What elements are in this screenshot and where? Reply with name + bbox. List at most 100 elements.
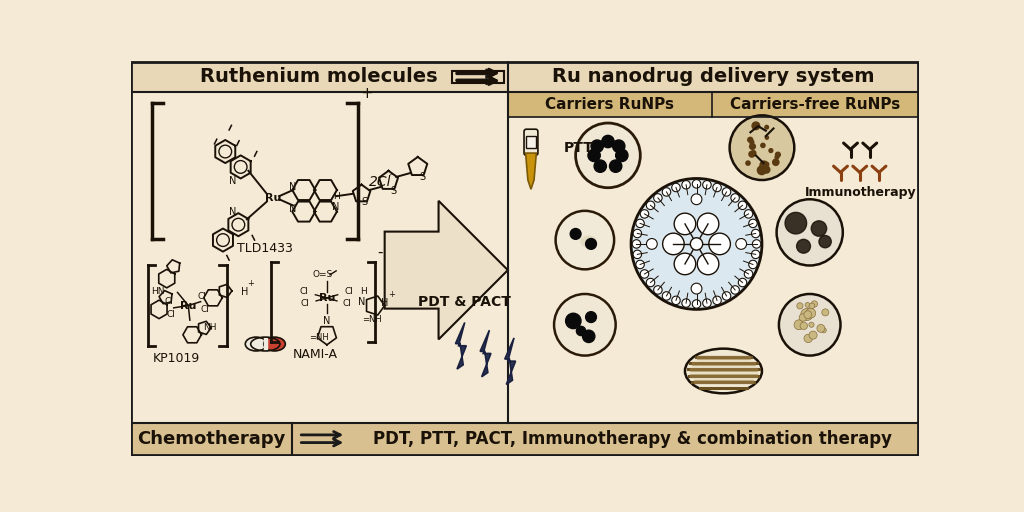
- Circle shape: [821, 328, 826, 333]
- Circle shape: [615, 149, 628, 162]
- Text: N: N: [324, 316, 331, 326]
- Circle shape: [636, 219, 644, 228]
- Text: N: N: [229, 206, 237, 217]
- Text: NH: NH: [203, 323, 217, 332]
- Text: NAMI-A: NAMI-A: [293, 348, 338, 361]
- Circle shape: [692, 180, 700, 188]
- Circle shape: [570, 228, 581, 239]
- Circle shape: [752, 229, 760, 238]
- Circle shape: [744, 270, 753, 278]
- Circle shape: [691, 194, 701, 205]
- Circle shape: [691, 283, 701, 294]
- Circle shape: [640, 210, 649, 218]
- Circle shape: [646, 279, 654, 287]
- Circle shape: [713, 183, 721, 191]
- Text: Cl: Cl: [301, 300, 310, 309]
- Text: H: H: [241, 287, 248, 296]
- Circle shape: [800, 322, 808, 330]
- Circle shape: [805, 303, 810, 307]
- Circle shape: [697, 213, 719, 234]
- Circle shape: [738, 279, 746, 287]
- Circle shape: [773, 159, 779, 165]
- Circle shape: [761, 143, 765, 147]
- Circle shape: [722, 188, 731, 196]
- Circle shape: [749, 151, 755, 157]
- Text: Ru: Ru: [318, 293, 335, 303]
- Bar: [264, 337, 267, 351]
- Text: HN: HN: [151, 287, 164, 296]
- Text: Cl: Cl: [201, 305, 210, 314]
- Circle shape: [702, 181, 712, 189]
- Circle shape: [609, 160, 622, 173]
- Circle shape: [713, 296, 721, 305]
- Circle shape: [575, 123, 640, 188]
- Circle shape: [586, 312, 596, 323]
- Circle shape: [653, 194, 663, 202]
- Circle shape: [631, 179, 762, 309]
- Circle shape: [763, 166, 770, 173]
- Polygon shape: [385, 201, 508, 339]
- Circle shape: [775, 155, 779, 159]
- Bar: [131, 62, 919, 92]
- Circle shape: [586, 239, 596, 249]
- Circle shape: [636, 260, 644, 269]
- Text: Carriers RuNPs: Carriers RuNPs: [546, 97, 675, 112]
- Circle shape: [750, 143, 756, 150]
- Text: H: H: [360, 287, 368, 296]
- Circle shape: [775, 152, 780, 157]
- Text: S: S: [419, 172, 425, 182]
- Bar: [509, 92, 919, 117]
- Text: Cl: Cl: [198, 292, 207, 301]
- Circle shape: [674, 213, 695, 234]
- Text: TLD1433: TLD1433: [238, 242, 293, 254]
- Polygon shape: [525, 153, 537, 189]
- Circle shape: [758, 166, 766, 175]
- Circle shape: [653, 286, 663, 294]
- Text: O=S: O=S: [313, 270, 333, 279]
- Text: +: +: [388, 290, 394, 300]
- Text: PDT & PACT: PDT & PACT: [418, 295, 510, 309]
- Circle shape: [745, 161, 751, 165]
- Ellipse shape: [581, 236, 597, 248]
- Circle shape: [749, 219, 757, 228]
- Circle shape: [811, 301, 817, 307]
- Circle shape: [736, 239, 746, 249]
- Circle shape: [801, 308, 813, 321]
- Text: +: +: [360, 87, 374, 101]
- Circle shape: [749, 260, 757, 269]
- Circle shape: [730, 115, 795, 180]
- Circle shape: [663, 188, 671, 196]
- Circle shape: [591, 140, 603, 152]
- Ellipse shape: [264, 337, 286, 351]
- Circle shape: [690, 238, 702, 250]
- Polygon shape: [505, 338, 515, 385]
- Text: H: H: [381, 298, 388, 308]
- Circle shape: [633, 229, 642, 238]
- Circle shape: [765, 125, 769, 129]
- Circle shape: [738, 201, 746, 209]
- Text: Cl: Cl: [342, 300, 351, 309]
- Circle shape: [663, 233, 684, 254]
- Circle shape: [556, 211, 614, 269]
- Circle shape: [806, 308, 816, 318]
- FancyBboxPatch shape: [524, 129, 538, 155]
- Circle shape: [811, 221, 826, 236]
- Circle shape: [752, 151, 756, 156]
- Circle shape: [731, 194, 739, 202]
- Text: PTT: PTT: [564, 141, 594, 155]
- Circle shape: [682, 181, 690, 189]
- Circle shape: [565, 313, 581, 329]
- Text: Carriers-free RuNPs: Carriers-free RuNPs: [730, 97, 900, 112]
- Circle shape: [577, 326, 586, 335]
- Circle shape: [692, 300, 700, 308]
- Circle shape: [672, 183, 680, 191]
- Text: H: H: [333, 191, 340, 201]
- Circle shape: [779, 294, 841, 355]
- Circle shape: [765, 136, 768, 139]
- Circle shape: [753, 240, 761, 248]
- Circle shape: [612, 140, 625, 152]
- Circle shape: [809, 303, 815, 309]
- Circle shape: [674, 253, 695, 275]
- Text: S: S: [390, 186, 396, 196]
- Circle shape: [760, 161, 768, 169]
